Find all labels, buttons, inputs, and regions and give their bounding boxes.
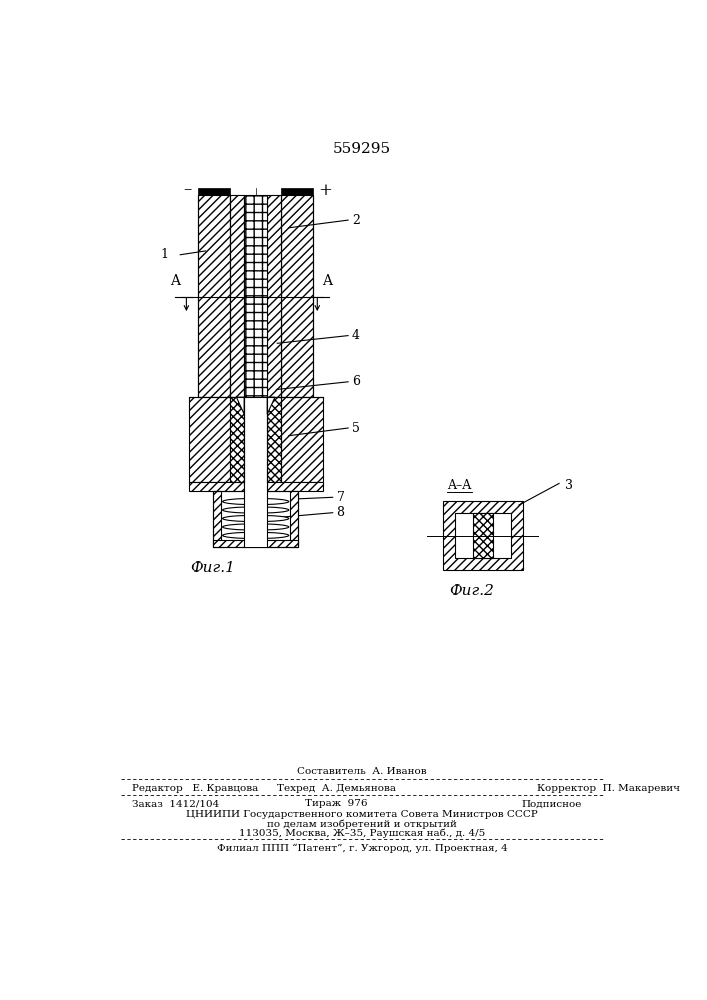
Bar — [455, 513, 510, 558]
Bar — [189, 482, 322, 491]
Text: Техред  А. Демьянова: Техред А. Демьянова — [277, 784, 396, 793]
Text: 4: 4 — [352, 329, 360, 342]
Text: Составитель  А. Иванов: Составитель А. Иванов — [297, 767, 427, 776]
Bar — [267, 195, 281, 397]
Text: Корректор  П. Макаревич: Корректор П. Макаревич — [537, 784, 679, 793]
Ellipse shape — [223, 524, 288, 530]
Text: Тираж  976: Тираж 976 — [305, 799, 368, 808]
Text: Фиг.2: Фиг.2 — [449, 584, 493, 598]
Text: 5: 5 — [352, 422, 360, 434]
Text: 8: 8 — [337, 506, 344, 519]
Text: 7: 7 — [337, 491, 344, 504]
Bar — [291, 491, 298, 547]
Bar — [198, 188, 230, 195]
Text: 113035, Москва, Ж–35, Раушская наб., д. 4/5: 113035, Москва, Ж–35, Раушская наб., д. … — [239, 828, 485, 838]
Bar — [244, 195, 267, 397]
Bar — [230, 195, 244, 397]
Text: по делам изобретений и открытий: по делам изобретений и открытий — [267, 819, 457, 829]
Bar — [281, 195, 313, 397]
Text: Редактор   Е. Кравцова: Редактор Е. Кравцова — [132, 784, 259, 793]
Bar — [244, 483, 267, 547]
Polygon shape — [236, 397, 244, 414]
Ellipse shape — [223, 507, 288, 513]
Text: Заказ  1412/104: Заказ 1412/104 — [132, 799, 220, 808]
Bar — [473, 513, 493, 558]
Bar — [214, 491, 221, 547]
Text: +: + — [318, 182, 332, 199]
Text: 3: 3 — [565, 479, 573, 492]
Bar — [281, 397, 322, 482]
Text: A–A: A–A — [447, 479, 471, 492]
Text: Филиал ППП “Патент”, г. Ужгород, ул. Проектная, 4: Филиал ППП “Патент”, г. Ужгород, ул. Про… — [216, 844, 508, 853]
Polygon shape — [267, 397, 275, 414]
Bar — [230, 397, 244, 482]
Text: 559295: 559295 — [333, 142, 391, 156]
Bar — [198, 195, 230, 397]
Ellipse shape — [223, 532, 288, 539]
Text: A: A — [170, 274, 180, 288]
Text: 1: 1 — [160, 248, 169, 261]
Text: 2: 2 — [352, 214, 360, 227]
Bar — [281, 188, 313, 195]
Bar — [244, 397, 267, 486]
Text: 6: 6 — [352, 375, 360, 388]
Text: Фиг.1: Фиг.1 — [190, 561, 235, 575]
Ellipse shape — [223, 498, 288, 505]
Bar — [267, 397, 281, 482]
Bar — [189, 397, 230, 482]
Text: Подписное: Подписное — [521, 799, 582, 808]
Text: ЦНИИПИ Государственного комитета Совета Министров СССР: ЦНИИПИ Государственного комитета Совета … — [186, 810, 538, 819]
Bar — [214, 540, 298, 547]
Text: –: – — [183, 182, 192, 199]
Bar — [214, 491, 298, 547]
Text: A: A — [322, 274, 332, 288]
Bar — [443, 501, 523, 570]
Ellipse shape — [223, 515, 288, 522]
